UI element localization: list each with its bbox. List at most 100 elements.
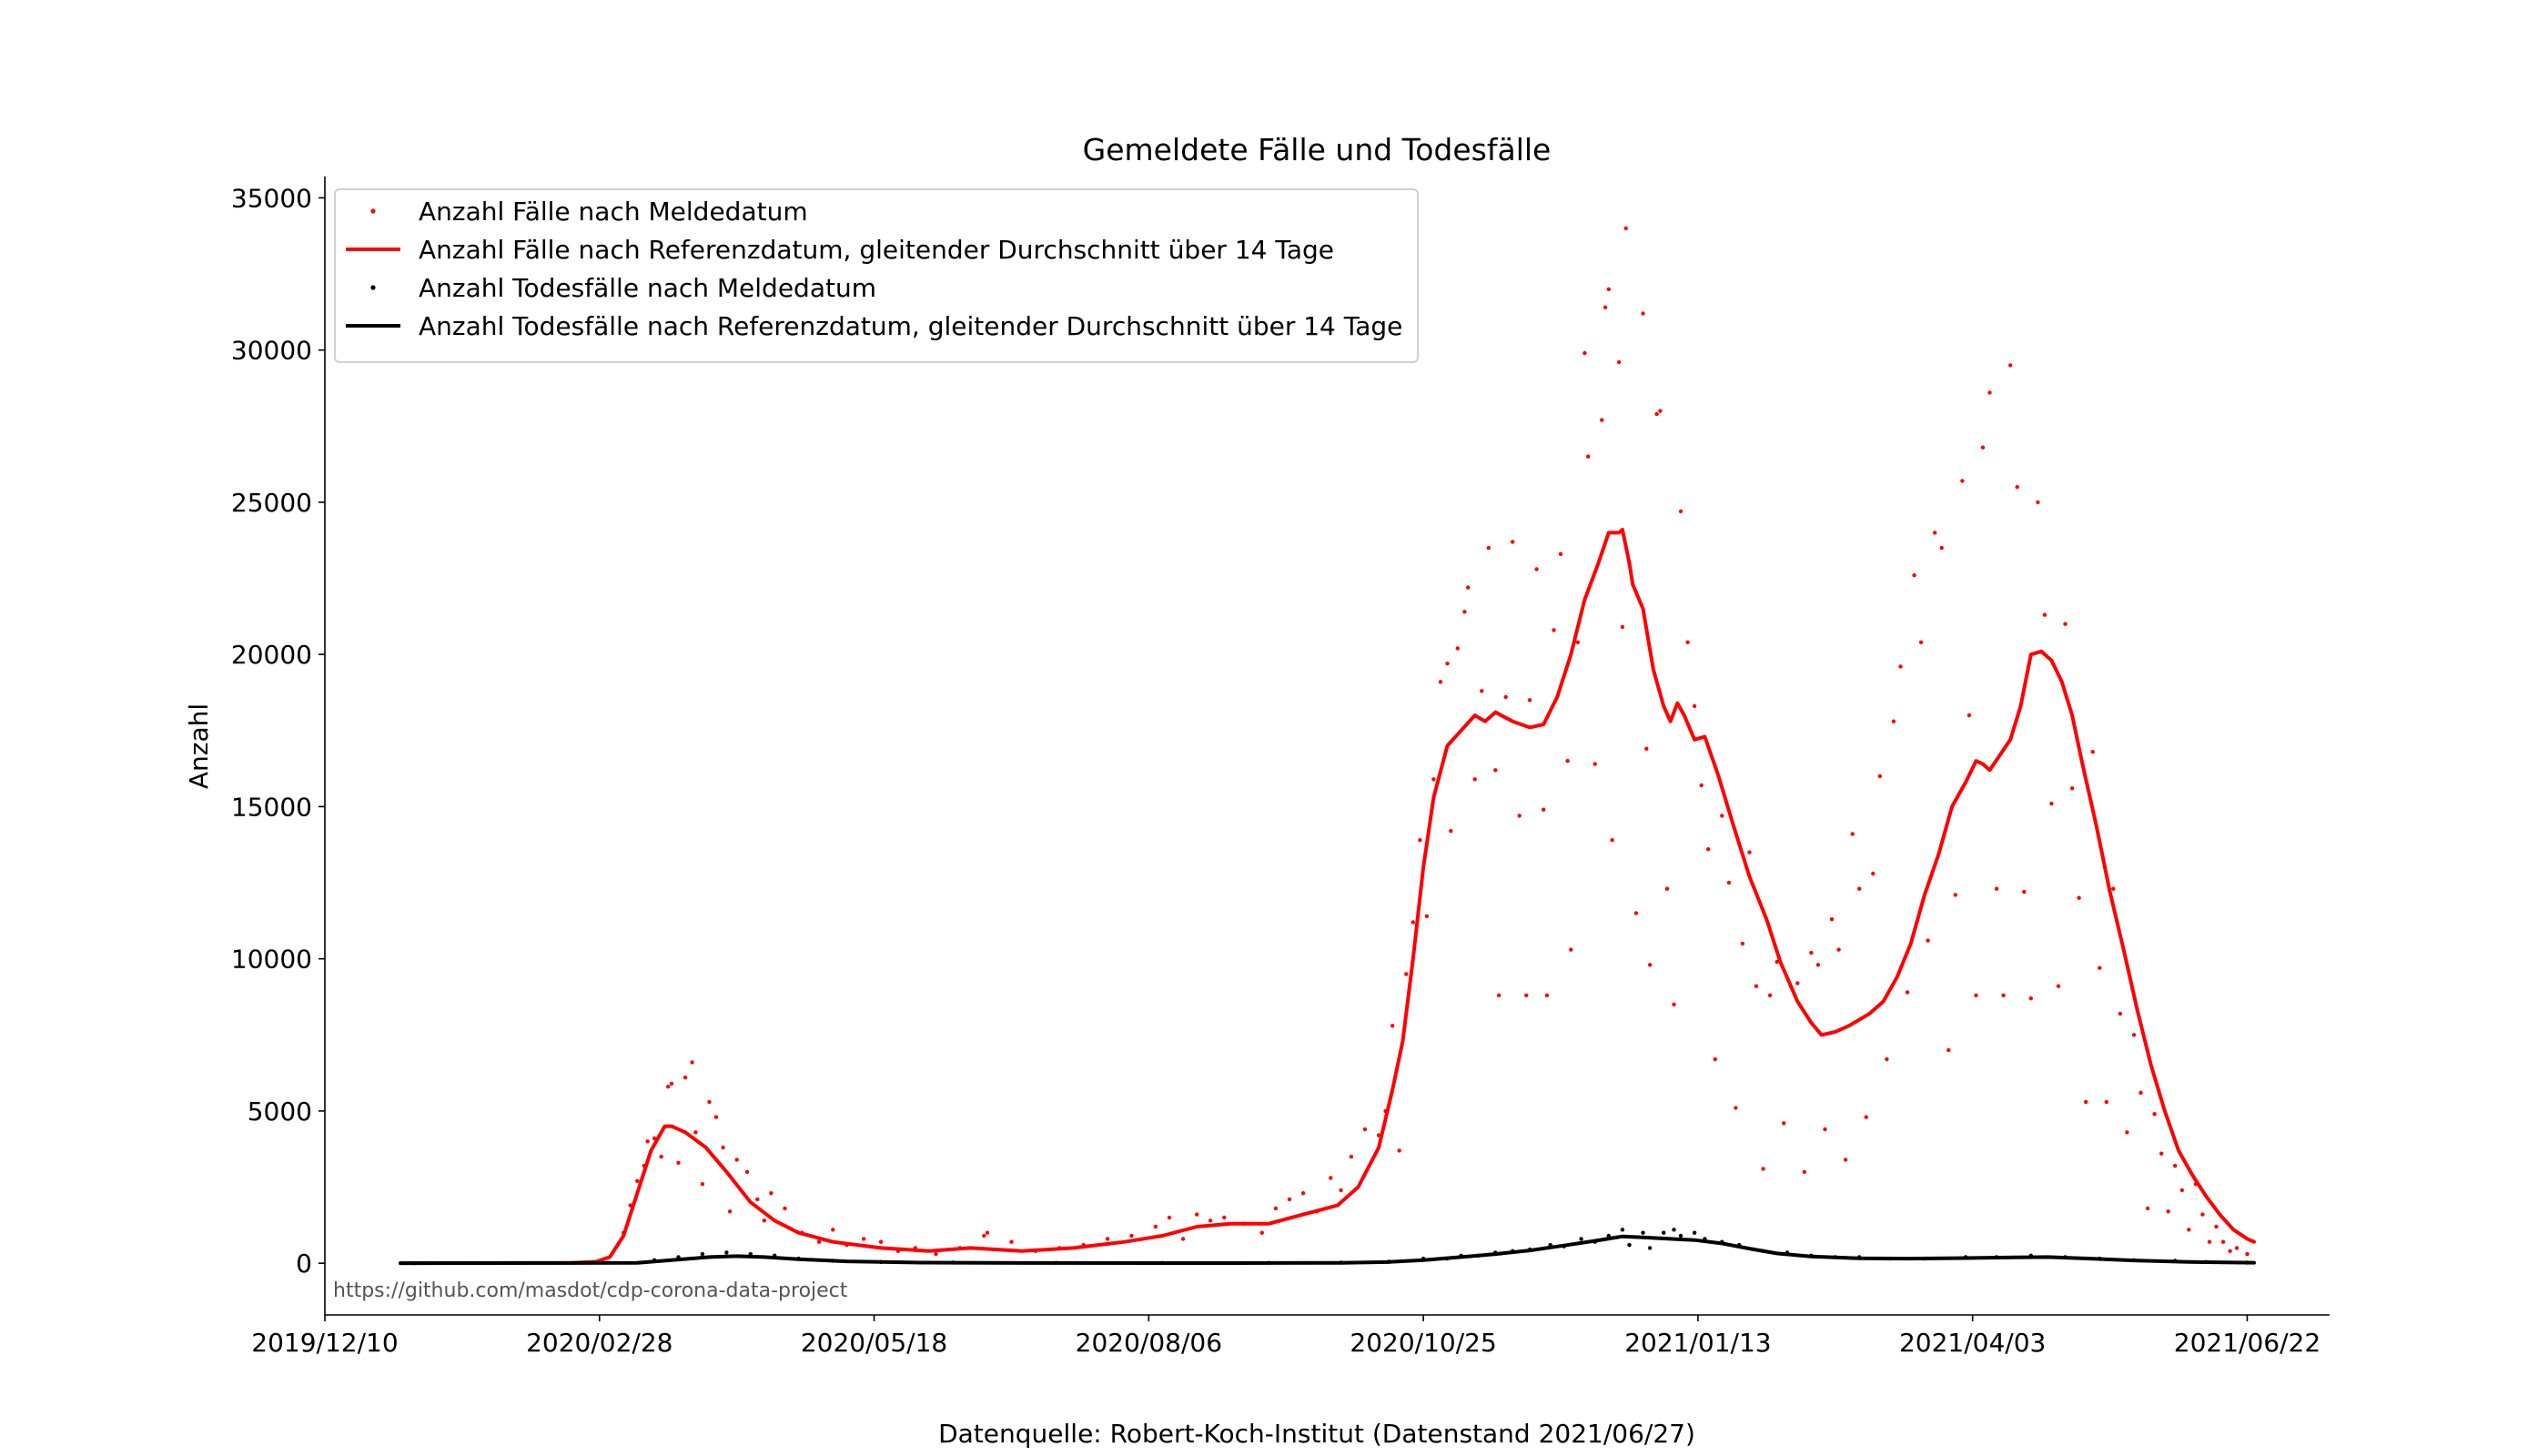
data-point — [2022, 889, 2027, 895]
series-2 — [399, 528, 2256, 1266]
data-point — [1641, 311, 1645, 316]
data-point — [2228, 1249, 2232, 1254]
data-point — [2179, 1188, 2184, 1193]
source-note: Datenquelle: Robert-Koch-Institut (Daten… — [938, 1419, 1695, 1449]
data-point — [1918, 640, 1924, 644]
data-point — [1524, 993, 1529, 998]
data-point — [1517, 814, 1522, 818]
data-point — [1623, 226, 1628, 231]
data-point — [1511, 540, 1515, 544]
data-point — [1967, 713, 1972, 718]
data-point — [1620, 624, 1625, 630]
data-point — [783, 1206, 787, 1211]
data-point — [1180, 1237, 1186, 1241]
data-point — [1620, 1228, 1625, 1232]
data-point — [1960, 479, 1965, 483]
data-point — [831, 1228, 835, 1232]
data-point — [1713, 1057, 1718, 1062]
data-point — [744, 1169, 750, 1175]
data-point — [1815, 963, 1821, 967]
data-point — [1565, 759, 1570, 763]
data-point — [721, 1145, 725, 1150]
data-point — [666, 1084, 671, 1089]
data-point — [1664, 886, 1670, 891]
data-point — [2118, 1011, 2123, 1016]
data-point — [2042, 612, 2048, 617]
y-tick-label: 0 — [296, 1249, 312, 1279]
data-point — [2036, 500, 2040, 505]
data-point — [1606, 287, 1612, 291]
data-point — [1974, 993, 1978, 998]
data-point — [1905, 990, 1910, 995]
data-point — [1782, 1121, 1786, 1126]
data-point — [1987, 390, 1992, 395]
data-point — [1222, 1215, 1227, 1220]
legend-label: Anzahl Todesfälle nach Referenzdatum, gl… — [419, 311, 1402, 341]
data-point — [1809, 950, 1814, 956]
y-tick-label: 20000 — [231, 640, 312, 670]
data-point — [1692, 703, 1697, 709]
data-point — [1496, 993, 1502, 998]
y-tick-label: 15000 — [231, 792, 312, 822]
data-point — [1678, 509, 1684, 514]
data-point — [1339, 1188, 1343, 1193]
data-point — [2077, 895, 2081, 900]
y-tick-label: 30000 — [231, 336, 312, 366]
data-point — [724, 1250, 729, 1255]
data-point — [1898, 664, 1903, 669]
data-point — [1600, 418, 1604, 422]
data-point — [713, 1115, 719, 1119]
data-point — [1455, 646, 1461, 651]
data-point — [769, 1191, 774, 1196]
data-point — [1129, 1233, 1134, 1239]
chart-title: Gemeldete Fälle und Todesfälle — [1083, 132, 1552, 167]
data-point — [2015, 485, 2019, 490]
data-point — [1926, 938, 1930, 943]
data-point — [1740, 941, 1745, 946]
data-point — [1829, 917, 1835, 922]
legend-swatch — [370, 285, 376, 290]
data-point — [693, 1130, 698, 1135]
data-point — [934, 1251, 938, 1257]
data-point — [1644, 746, 1649, 751]
data-point — [2008, 363, 2013, 368]
data-point — [1208, 1218, 1213, 1223]
series-1 — [622, 226, 2250, 1257]
data-point — [1287, 1197, 1292, 1202]
data-point — [1692, 1230, 1697, 1235]
legend-label: Anzahl Todesfälle nach Meldedatum — [419, 273, 876, 303]
data-point — [707, 1099, 712, 1105]
x-tick-label: 2021/01/13 — [1624, 1328, 1771, 1358]
data-point — [1685, 640, 1690, 644]
data-point — [2125, 1130, 2129, 1135]
data-point — [1486, 545, 1491, 551]
data-point — [2207, 1239, 2212, 1244]
data-point — [1747, 850, 1752, 854]
data-point — [1761, 1167, 1765, 1171]
data-point — [817, 1239, 822, 1244]
data-point — [1195, 1212, 1199, 1217]
data-point — [1527, 698, 1532, 703]
data-point — [676, 1160, 681, 1166]
data-point — [1726, 880, 1732, 885]
legend-label: Anzahl Fälle nach Meldedatum — [419, 197, 808, 227]
data-point — [1802, 1169, 1807, 1175]
data-point — [1843, 1158, 1848, 1162]
data-point — [1153, 1224, 1158, 1229]
data-point — [1534, 567, 1539, 571]
data-point — [1946, 1047, 1951, 1053]
y-tick-label: 5000 — [248, 1097, 312, 1127]
data-point — [669, 1081, 674, 1087]
data-point — [2173, 1163, 2178, 1168]
data-point — [2056, 984, 2061, 988]
data-point — [1582, 350, 1587, 356]
y-tick-label: 25000 — [231, 488, 312, 518]
data-point — [1167, 1215, 1172, 1220]
data-point — [1647, 1246, 1653, 1250]
data-point — [1300, 1191, 1306, 1196]
data-point — [982, 1233, 986, 1239]
data-point — [2220, 1239, 2226, 1244]
data-point — [700, 1182, 705, 1187]
data-point — [1654, 411, 1659, 417]
data-point — [1431, 777, 1436, 782]
